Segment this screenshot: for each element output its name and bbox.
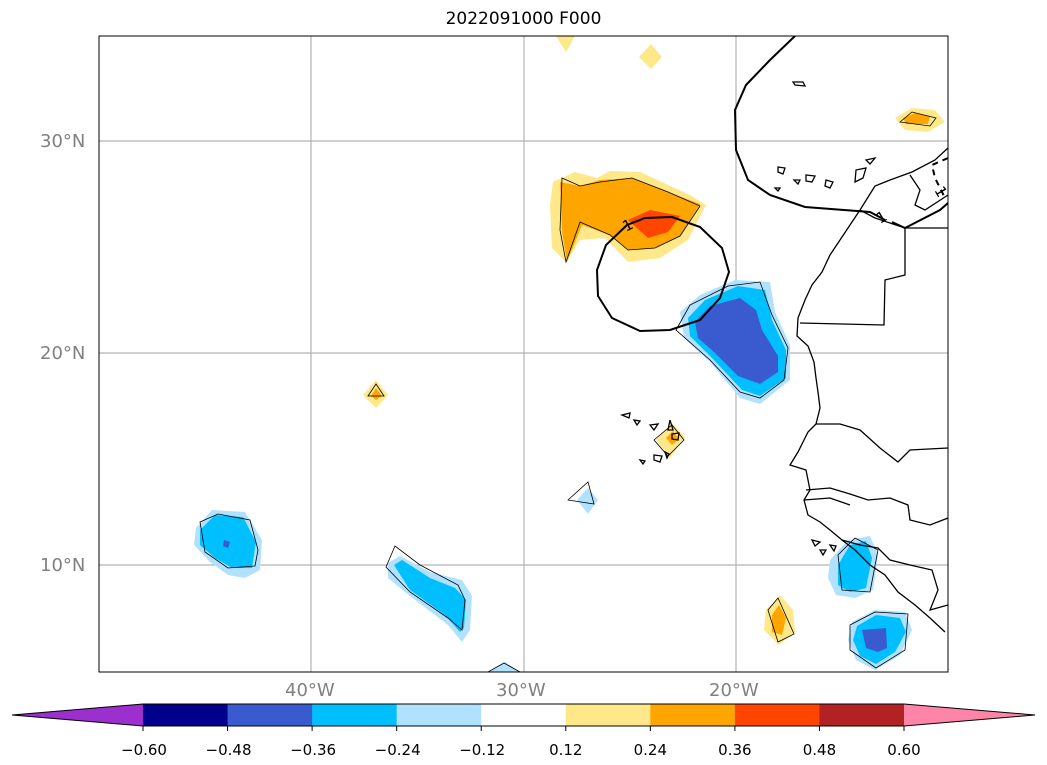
lon-label-30w: 30°W [496, 680, 546, 701]
colorbar-tick-label: 0.60 [887, 741, 921, 759]
contour-bottom [487, 662, 521, 672]
contour-sl [849, 611, 909, 669]
map-title: 2022091000 F000 [445, 9, 602, 29]
colorbar-segment [396, 704, 482, 726]
lon-label-40w: 40°W [285, 680, 335, 701]
contour-small-cv [567, 481, 595, 505]
contour-morocco [899, 111, 937, 127]
positive-anomaly-fills [363, 36, 945, 645]
coastlines [619, 81, 948, 633]
border-mauritania-mali [816, 423, 948, 463]
gridlines [99, 36, 948, 672]
colorbar-segment [734, 704, 820, 726]
colorbar-segment [565, 704, 651, 726]
contour-south [385, 545, 466, 631]
negative-anomaly-fills [194, 280, 912, 672]
colorbar-segment [143, 704, 229, 726]
anomaly-patch-sierra-leone-blue [862, 628, 887, 652]
lon-label-20w: 20°W [709, 680, 759, 701]
colorbar-tick-label: −0.36 [290, 741, 337, 759]
anomaly-patch-top2 [639, 44, 662, 69]
coast-gambia [803, 497, 851, 506]
border-ws-mauritania [799, 228, 906, 326]
colorbar-tick-label: 0.36 [718, 741, 752, 759]
contour-gb [837, 537, 879, 593]
contour-one-circle [595, 215, 731, 333]
colorbar-tick-label: −0.60 [121, 741, 167, 759]
anomaly-patch-small-cv [577, 488, 598, 514]
colorbar-tick-label: 0.48 [802, 741, 837, 759]
contour-west [199, 513, 259, 569]
map-frame [98, 35, 949, 673]
colorbar [11, 703, 1036, 731]
cape-verde-islands [619, 412, 680, 466]
colorbar-segment [312, 704, 398, 726]
colorbar-segment [819, 704, 905, 726]
africa-west-coast [789, 147, 948, 633]
bissau-islands [810, 539, 837, 557]
colorbar-segment [481, 704, 567, 726]
contour-one-east-dash [930, 157, 948, 199]
anomaly-patch-top [556, 36, 575, 52]
colorbar-extend-min [12, 704, 143, 726]
map-plot-area: 1 1 1 [99, 36, 948, 672]
colorbar-tick-label: −0.24 [374, 741, 421, 759]
anomaly-patch-guinea-core [772, 605, 786, 635]
border-morocco [859, 209, 948, 229]
contour-label-east: 1 [873, 207, 890, 227]
contour-one-ridge [733, 36, 886, 221]
anomaly-patch-guinea-bissau-cyan [838, 541, 872, 592]
contour-mid-atl [367, 383, 385, 397]
border-guinea [841, 539, 948, 611]
contour-guinea [767, 597, 795, 643]
anomaly-patch-mauritania-blue [695, 298, 778, 384]
contour-one-east [891, 202, 948, 230]
anomaly-patch-mid-atlantic-core [371, 388, 382, 400]
colorbar-segment [227, 704, 313, 726]
lat-label-30n: 30°N [40, 131, 86, 152]
colorbar-segment [650, 704, 736, 726]
colorbar-tick-label: 0.12 [549, 741, 583, 759]
contour-mauritania [675, 281, 789, 399]
anomaly-patch-morocco-core [903, 113, 930, 124]
canary-islands [773, 156, 877, 193]
border-senegal [805, 487, 948, 526]
madeira [791, 81, 807, 87]
colorbar-tick-label: −0.48 [205, 741, 252, 759]
contour-level-1 [595, 36, 948, 333]
contour-cv [653, 424, 685, 457]
anomaly-patch-west-core [223, 540, 230, 548]
colorbar-extend-max [904, 704, 1035, 726]
anomaly-patch-bottom-edge [488, 662, 520, 672]
colorbar-tick-label: 0.24 [633, 741, 668, 759]
colorbar-tick-label: −0.12 [459, 741, 506, 759]
contour-canary [559, 177, 701, 264]
thin-contours [199, 111, 937, 672]
lat-label-10n: 10°N [40, 555, 86, 576]
coast-morocco-east [909, 174, 948, 211]
lat-label-20n: 20°N [40, 343, 86, 364]
anomaly-patch-south-cyan [394, 560, 466, 632]
